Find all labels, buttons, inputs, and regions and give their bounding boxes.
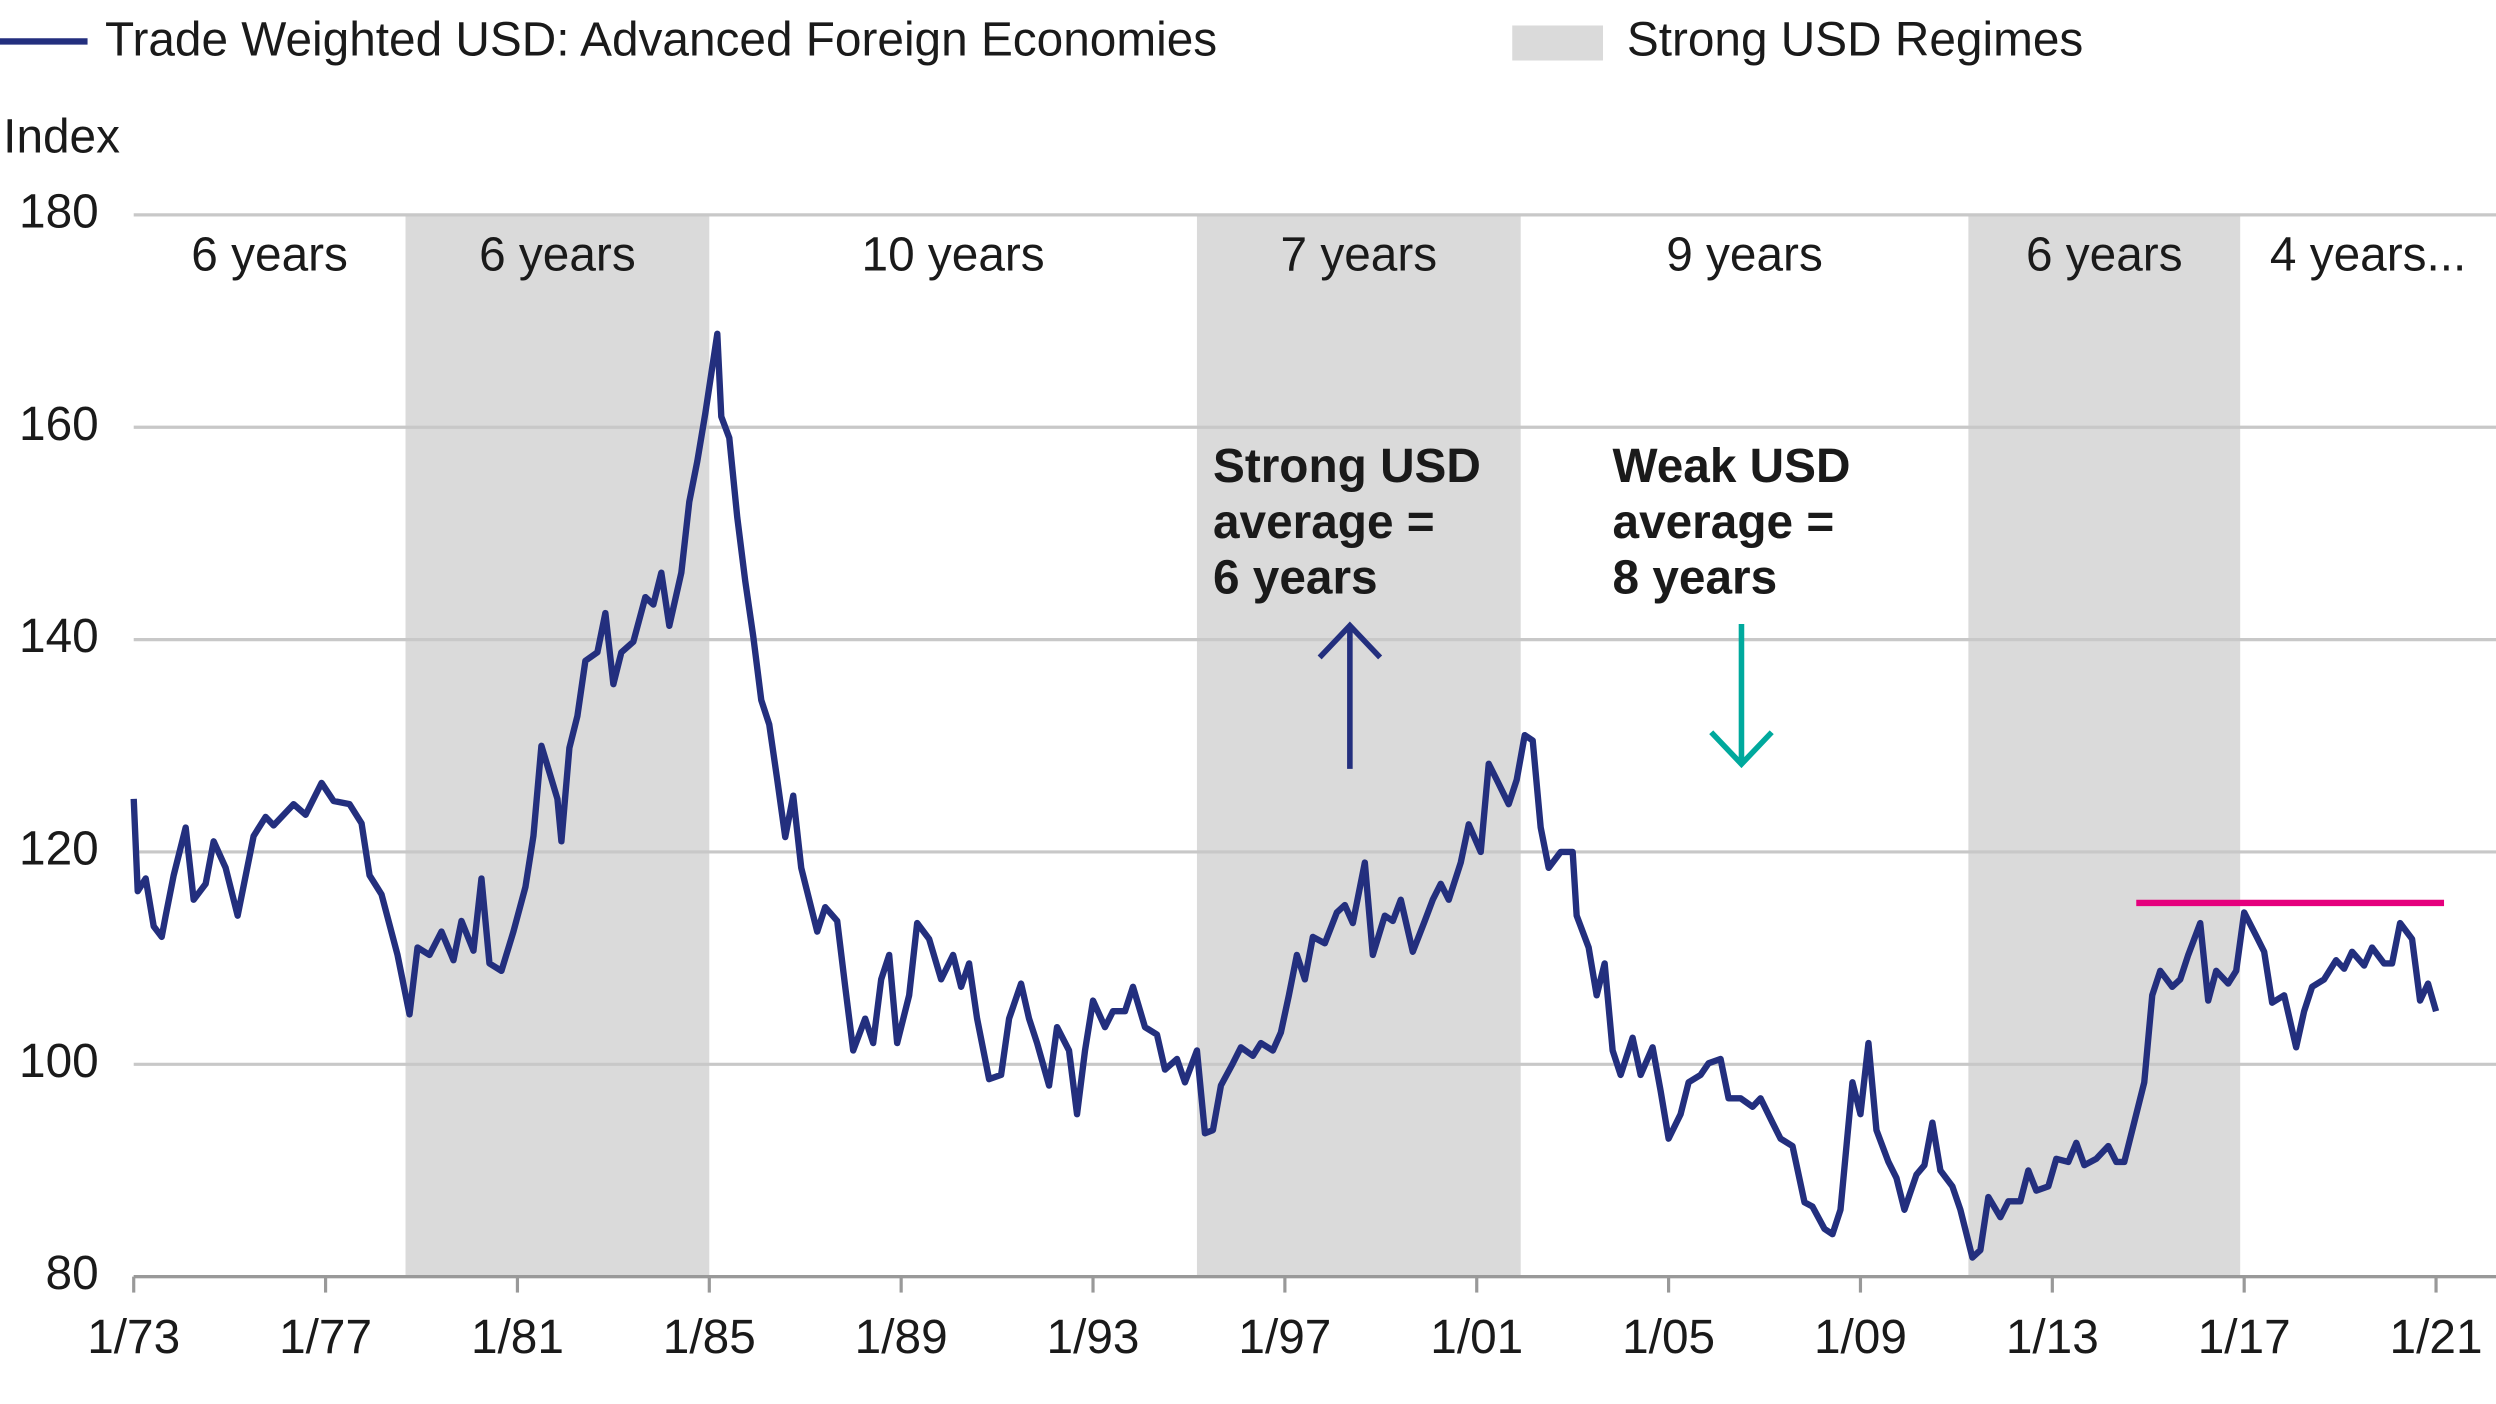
period-label: 6 years — [479, 228, 636, 281]
labels: Index 80 100 120 140 160 180 1/73 1/77 1/81 1/85 1… — [0, 14, 2483, 1364]
x-tick-label: 1/81 — [471, 1311, 564, 1364]
annotation-text: Strong USD — [1213, 440, 1481, 493]
x-tick-label: 1/09 — [1814, 1311, 1907, 1364]
x-tick-label: 1/21 — [2390, 1311, 2483, 1364]
period-label: 7 years — [1281, 228, 1438, 281]
legend-label: Strong USD Regimes — [1627, 14, 2083, 67]
annotation-arrow — [1709, 624, 1774, 769]
annotation-text: Weak USD — [1613, 440, 1851, 493]
period-label: 6 years — [2026, 228, 2183, 281]
annotation-text: 8 years — [1613, 552, 1778, 605]
legend-label: Trade Weighted USD: Advanced Foreign Eco… — [105, 14, 1217, 67]
x-tick-label: 1/77 — [279, 1311, 372, 1364]
x-tick-label: 1/97 — [1238, 1311, 1331, 1364]
x-tick-label: 1/05 — [1622, 1311, 1715, 1364]
y-axis-label: Index — [3, 111, 120, 164]
regime-band — [1196, 214, 1521, 1277]
regime-band — [1968, 214, 2241, 1277]
legend-swatch — [1512, 25, 1603, 61]
y-tick-label: 160 — [19, 398, 99, 451]
y-tick-label: 80 — [46, 1247, 99, 1300]
period-label: 9 years — [1666, 228, 1823, 281]
x-tick-label: 1/13 — [2006, 1311, 2099, 1364]
plot-background — [405, 214, 2241, 1277]
x-tick-label: 1/85 — [663, 1311, 756, 1364]
grid — [132, 213, 2496, 1293]
y-tick-label: 120 — [19, 823, 99, 876]
period-label: 10 years — [862, 228, 1045, 281]
x-tick-label: 1/17 — [2198, 1311, 2291, 1364]
data-line — [130, 330, 2440, 1261]
x-tick-label: 1/93 — [1047, 1311, 1140, 1364]
regime-band — [405, 214, 710, 1277]
period-label: 4 years... — [2270, 228, 2466, 281]
y-tick-label: 140 — [19, 610, 99, 663]
x-tick-label: 1/73 — [87, 1311, 180, 1364]
annotation-text: 6 years — [1213, 552, 1378, 605]
x-tick-label: 1/89 — [855, 1311, 948, 1364]
marks — [130, 330, 2445, 1261]
y-tick-label: 100 — [19, 1035, 99, 1088]
y-tick-label: 180 — [19, 186, 99, 239]
x-tick-label: 1/01 — [1430, 1311, 1523, 1364]
period-label: 6 years — [191, 228, 348, 281]
annotation-arrow — [1317, 621, 1383, 769]
annotation-text: average = — [1213, 496, 1435, 549]
annotation-text: average = — [1613, 496, 1835, 549]
